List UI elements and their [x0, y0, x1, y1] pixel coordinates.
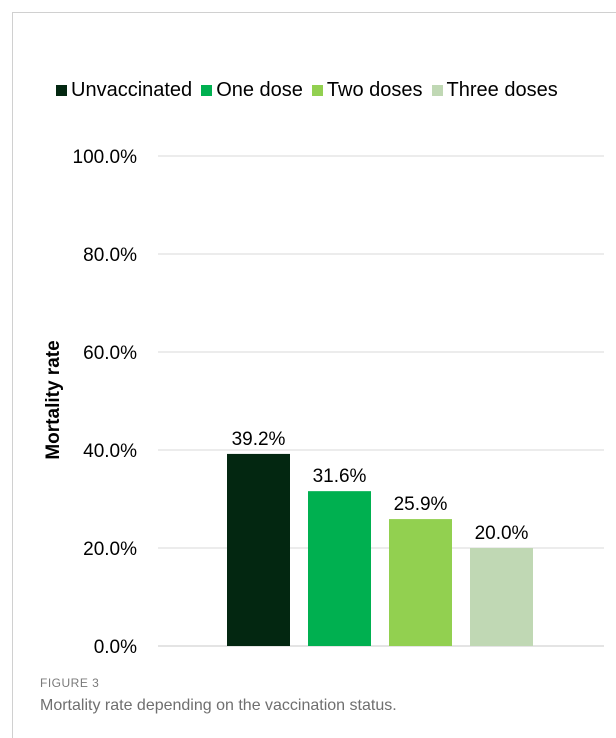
- chart-bars: [227, 453, 533, 646]
- chart-legend: Unvaccinated One dose Two doses Three do…: [56, 78, 558, 102]
- bar-value-labels: 39.2% 31.6% 25.9% 20.0%: [232, 429, 529, 544]
- y-tick-label-0: 0.0%: [94, 637, 137, 658]
- chart-gridlines: [158, 155, 604, 647]
- legend-label-one-dose: One dose: [216, 78, 303, 101]
- bar-label-unvaccinated: 39.2%: [232, 429, 286, 450]
- legend-label-two-doses: Two doses: [326, 78, 423, 101]
- figure-frame: [12, 12, 616, 738]
- legend-swatch-one-dose: [201, 84, 213, 96]
- legend-swatch-three-doses: [431, 84, 443, 96]
- legend-swatch-unvaccinated: [56, 84, 67, 96]
- legend-swatch-two-doses: [311, 84, 323, 96]
- bar-three-doses: [470, 548, 533, 646]
- legend-item-two-doses: Two doses: [311, 78, 423, 102]
- mortality-bar-chart: 0.0% 20.0% 40.0% 60.0% 80.0% 100.0% 39.2% 31.6…: [43, 147, 604, 658]
- bar-two-doses: [389, 519, 452, 646]
- legend-label-unvaccinated: Unvaccinated: [71, 78, 193, 101]
- legend-item-one-dose: One dose: [201, 79, 303, 102]
- y-tick-label-20: 20.0%: [83, 539, 137, 560]
- bar-label-one-dose: 31.6%: [313, 466, 367, 487]
- y-axis-label: Mortality rate: [43, 340, 64, 459]
- figure-caption: Mortality rate depending on the vaccinat…: [40, 697, 397, 714]
- y-tick-label-60: 60.0%: [83, 343, 137, 364]
- y-axis-ticks: 0.0% 20.0% 40.0% 60.0% 80.0% 100.0%: [73, 147, 138, 658]
- legend-item-unvaccinated: Unvaccinated: [56, 79, 192, 102]
- legend-item-three-doses: Three doses: [431, 78, 558, 102]
- bar-one-dose: [308, 491, 371, 646]
- bar-label-two-doses: 25.9%: [394, 494, 448, 515]
- figure-label: FIGURE 3: [40, 676, 100, 690]
- legend-label-three-doses: Three doses: [446, 78, 558, 101]
- bar-label-three-doses: 20.0%: [475, 523, 529, 544]
- y-tick-label-100: 100.0%: [73, 147, 138, 168]
- y-tick-label-40: 40.0%: [83, 441, 137, 462]
- y-tick-label-80: 80.0%: [83, 245, 137, 266]
- bar-unvaccinated: [227, 453, 290, 646]
